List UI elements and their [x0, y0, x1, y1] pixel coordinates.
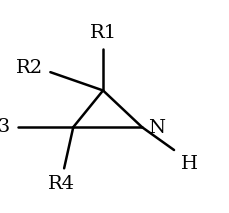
- Text: R1: R1: [90, 24, 117, 42]
- Text: R3: R3: [0, 118, 11, 136]
- Text: R2: R2: [16, 59, 44, 76]
- Text: N: N: [148, 119, 165, 137]
- Text: R4: R4: [48, 175, 75, 193]
- Text: H: H: [181, 155, 198, 173]
